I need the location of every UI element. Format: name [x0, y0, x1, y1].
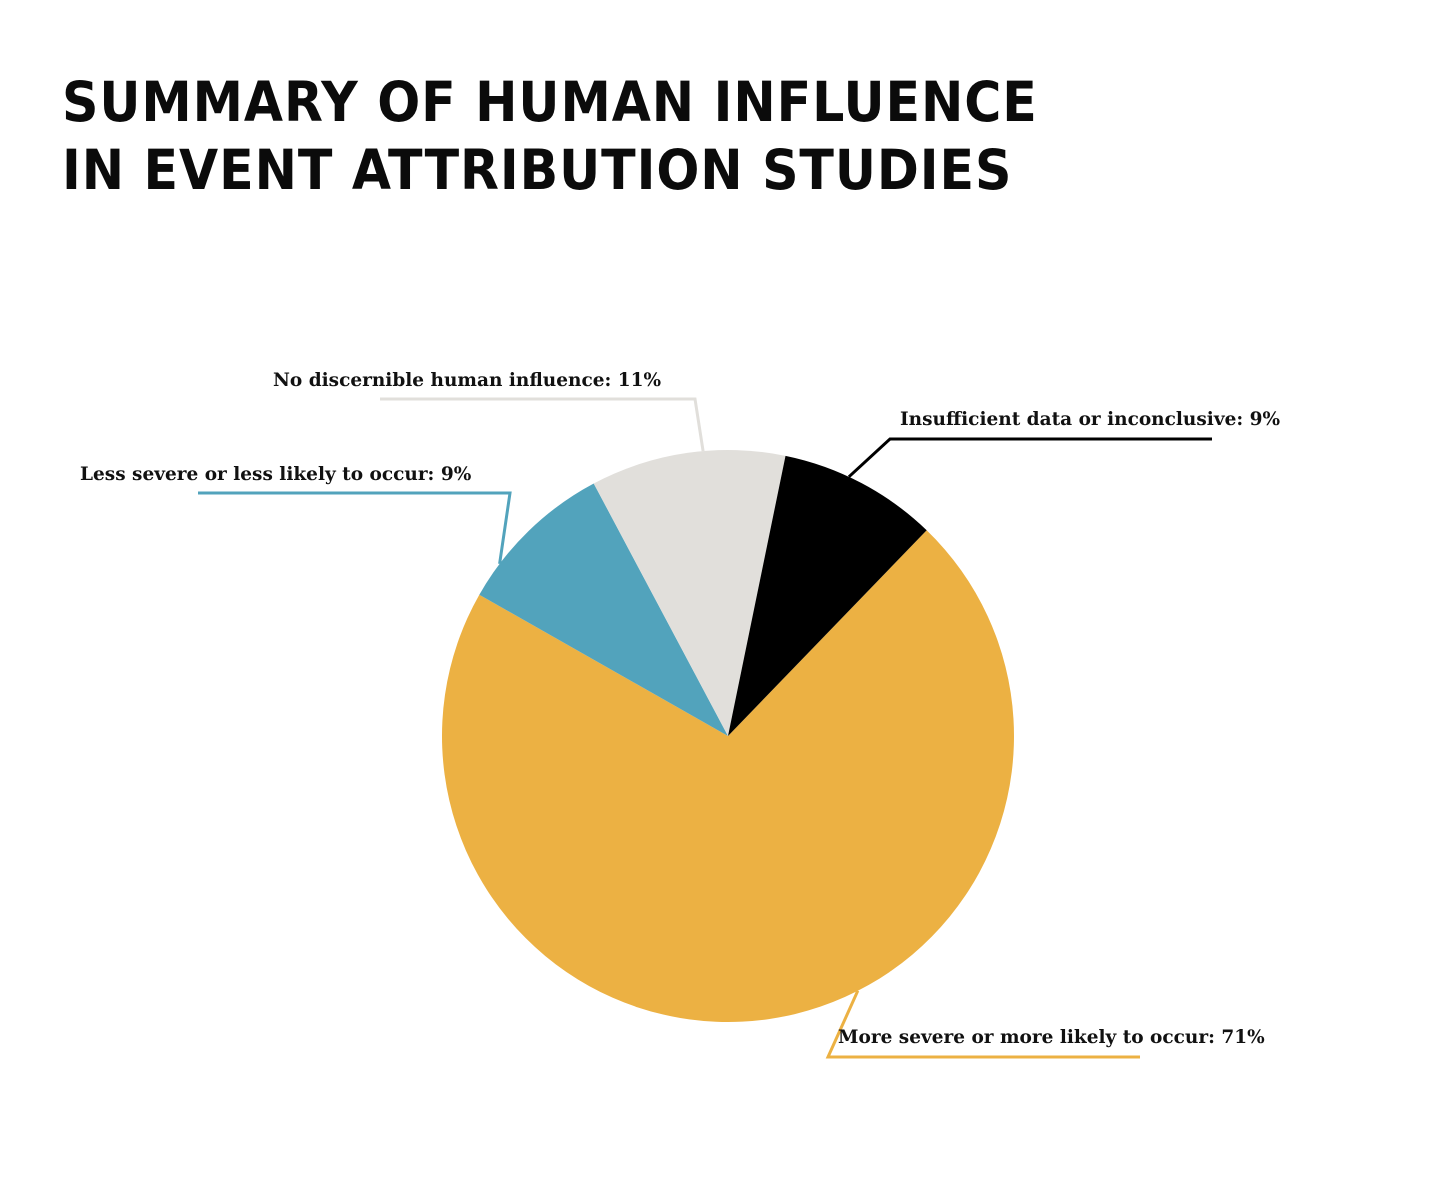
chart-title-line-2: IN EVENT ATTRIBUTION STUDIES — [62, 138, 1013, 202]
slice-label-less-severe: Less severe or less likely to occur: 9% — [80, 464, 472, 485]
leader-no-influence — [380, 397, 705, 452]
slice-label-no-influence: No discernible human influence: 11% — [273, 370, 662, 391]
slice-insufficient — [728, 455, 927, 736]
chart-title-line-1: SUMMARY OF HUMAN INFLUENCE — [62, 70, 1038, 134]
slice-more-severe — [441, 530, 1014, 1022]
leader-less-severe — [198, 491, 512, 565]
pie-slices — [441, 449, 1014, 1022]
leader-lines — [198, 397, 1212, 1059]
leader-more-severe — [825, 990, 1140, 1059]
slice-label-more-severe: More severe or more likely to occur: 71% — [838, 1027, 1265, 1048]
chart-title: SUMMARY OF HUMAN INFLUENCE IN EVENT ATTR… — [62, 68, 1074, 204]
slice-less-severe — [479, 483, 728, 736]
leader-insufficient — [847, 437, 1212, 478]
slice-label-insufficient: Insufficient data or inconclusive: 9% — [900, 409, 1280, 430]
slice-no-influence — [593, 449, 786, 736]
